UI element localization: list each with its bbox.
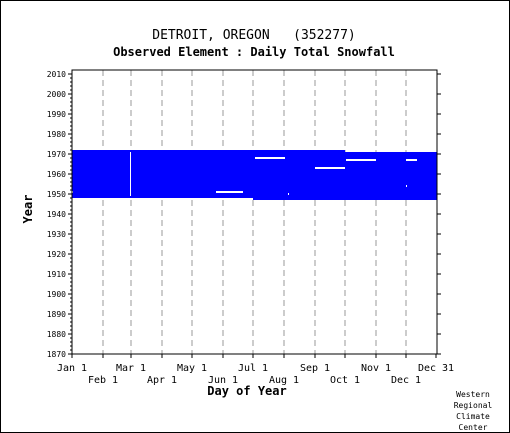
x-tick-label: Oct 1: [330, 375, 360, 386]
x-tick-label: Apr 1: [147, 375, 177, 386]
x-tick-label: Nov 1: [361, 363, 391, 374]
x-tick-label: Jun 1: [208, 375, 238, 386]
x-tick-label: Sep 1: [300, 363, 330, 374]
y-axis-label: Year: [21, 195, 35, 224]
y-tick-label: 1940: [47, 210, 66, 219]
x-tick-label: Aug 1: [269, 375, 299, 386]
missing-data-gap: [346, 159, 376, 161]
missing-data-gap: [406, 185, 407, 187]
y-tick-label: 1950: [47, 190, 66, 199]
data-block: [72, 150, 253, 198]
y-tick-label: 1930: [47, 230, 66, 239]
y-tick-label: 2010: [47, 70, 66, 79]
credit-line-1: Western: [456, 390, 490, 399]
credit-line-2: Regional: [453, 401, 493, 410]
y-tick-label: 2000: [47, 90, 66, 99]
x-tick-label: May 1: [177, 363, 207, 374]
chart-title: DETROIT, OREGON (352277): [152, 28, 356, 43]
plot-background: [72, 70, 437, 354]
missing-data-gap: [315, 167, 345, 169]
missing-data-gap: [255, 157, 285, 159]
x-tick-label: Dec 31: [418, 363, 454, 374]
x-tick-label: Jan 1: [57, 363, 87, 374]
y-tick-label: 1960: [47, 170, 66, 179]
x-tick-label: Jul 1: [238, 363, 268, 374]
y-tick-label: 1990: [47, 110, 66, 119]
y-tick-label: 1910: [47, 270, 66, 279]
y-tick-label: 1890: [47, 310, 66, 319]
plot-border: [71, 69, 438, 355]
y-tick-label: 1870: [47, 350, 66, 359]
credit-line-4: Center: [458, 423, 488, 432]
plot-area: 1870 1880 1890 1900 1910 1920 1930 1940 1950 1960…: [47, 69, 454, 386]
credit-line-3: Climate: [456, 412, 490, 421]
y-tick-label: 1880: [47, 330, 66, 339]
missing-data-gap: [216, 191, 243, 193]
wrcc-credit: Western Regional Climate Center: [453, 389, 493, 433]
y-tick-label: 1970: [47, 150, 66, 159]
y-tick-label: 1980: [47, 130, 66, 139]
missing-data-gap: [130, 152, 131, 196]
missing-data-gap: [288, 193, 289, 195]
x-tick-label: Mar 1: [116, 363, 146, 374]
y-tick-label: 1900: [47, 290, 66, 299]
x-tick-label: Dec 1: [391, 375, 421, 386]
y-tick-label: 1920: [47, 250, 66, 259]
x-tick-label: Feb 1: [88, 375, 118, 386]
chart-subtitle: Observed Element : Daily Total Snowfall: [113, 45, 395, 59]
missing-data-gap: [406, 159, 417, 161]
x-axis-label: Day of Year: [207, 384, 286, 398]
